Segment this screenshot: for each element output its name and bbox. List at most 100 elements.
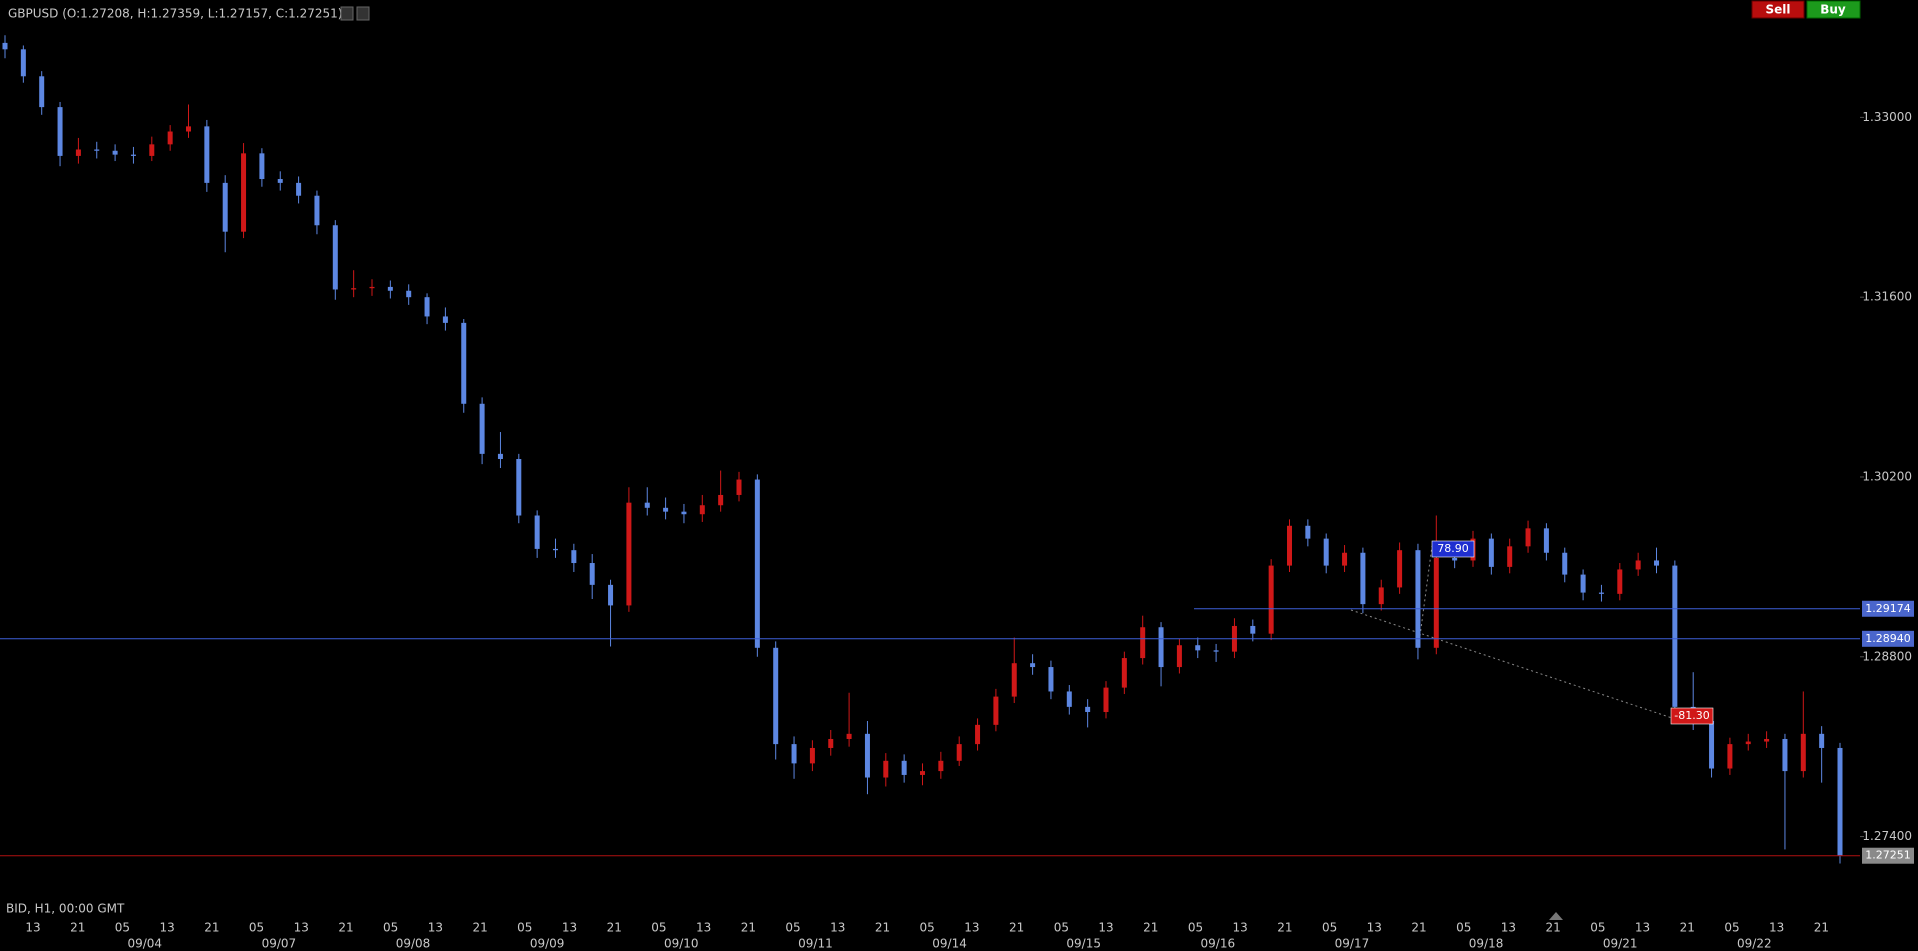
candle-body xyxy=(864,733,870,778)
candle-body xyxy=(699,505,705,515)
candle-body xyxy=(332,225,338,290)
candle-body xyxy=(424,297,430,317)
candle-body xyxy=(406,290,412,298)
annotation-bg xyxy=(1670,707,1714,725)
icon-button[interactable] xyxy=(340,6,354,21)
x-tick-label: 13 xyxy=(830,921,845,935)
candle-body xyxy=(608,584,614,606)
date-label: 09/21 xyxy=(1603,937,1638,951)
x-tick-label: 05 xyxy=(1724,921,1739,935)
sell-label[interactable]: Sell xyxy=(1765,3,1790,17)
candle-body xyxy=(920,771,925,775)
sell-button[interactable]: Sell xyxy=(1751,0,1805,19)
price-line-label: 1.28940 xyxy=(1865,632,1911,645)
candle-body xyxy=(94,149,100,151)
candle-body xyxy=(1323,538,1329,566)
x-tick-label: 05 xyxy=(383,921,398,935)
candle-body xyxy=(846,733,852,739)
candle-body xyxy=(754,479,760,648)
date-label: 09/07 xyxy=(262,937,297,951)
candle-body xyxy=(1672,565,1678,707)
buy-button-bg[interactable] xyxy=(1806,0,1861,19)
candle-body xyxy=(1782,738,1788,772)
x-tick-label: 13 xyxy=(1098,921,1113,935)
x-tick-label: 13 xyxy=(562,921,577,935)
x-tick-label: 13 xyxy=(294,921,309,935)
x-tick-label: 13 xyxy=(159,921,174,935)
candle-body xyxy=(57,107,63,156)
candle-body xyxy=(663,507,669,512)
candle-body xyxy=(1011,663,1017,697)
candle-body xyxy=(1085,706,1091,713)
x-tick-label: 21 xyxy=(472,921,487,935)
candle-body xyxy=(296,182,302,196)
sell-button-bg[interactable] xyxy=(1751,0,1805,19)
candle-body xyxy=(883,760,889,778)
x-tick-label: 13 xyxy=(25,921,40,935)
candle-body xyxy=(1342,552,1348,566)
candle-body xyxy=(1635,560,1641,570)
candle-body xyxy=(626,502,632,606)
candle-body xyxy=(1745,741,1751,745)
candle-body xyxy=(975,724,981,745)
candle-body xyxy=(828,738,834,748)
candle-body xyxy=(497,453,503,460)
candle-body xyxy=(901,760,907,775)
x-tick-label: 05 xyxy=(651,921,666,935)
x-tick-label: 05 xyxy=(920,921,935,935)
candle-body xyxy=(1525,528,1531,547)
y-tick-label: 1.27400 xyxy=(1862,829,1912,843)
candle-body xyxy=(553,548,558,551)
icon-button[interactable] xyxy=(356,6,370,21)
x-tick-label: 05 xyxy=(1590,921,1605,935)
price-line-label: 1.29174 xyxy=(1865,602,1911,615)
measure-line xyxy=(1419,545,1433,637)
candle-body xyxy=(1617,569,1623,594)
candle-body xyxy=(1709,720,1715,769)
candle-body xyxy=(644,502,650,508)
x-tick-label: 13 xyxy=(428,921,443,935)
candle-body xyxy=(1452,557,1458,561)
candle-body xyxy=(1103,687,1109,713)
candle-body xyxy=(461,322,467,404)
x-tick-label: 21 xyxy=(1009,921,1024,935)
candle-body xyxy=(442,316,448,323)
candle-body xyxy=(809,747,815,764)
x-tick-label: 05 xyxy=(1054,921,1069,935)
x-tick-label: 21 xyxy=(875,921,890,935)
candle-body xyxy=(369,286,375,289)
candle-body xyxy=(1562,552,1568,575)
x-tick-label: 21 xyxy=(1411,921,1426,935)
date-label: 09/09 xyxy=(530,937,565,951)
date-label: 09/16 xyxy=(1201,937,1236,951)
candle-body xyxy=(167,131,173,145)
scroll-marker xyxy=(1549,912,1563,920)
date-label: 09/15 xyxy=(1066,937,1101,951)
candle-body xyxy=(1066,691,1072,707)
candle-body xyxy=(1158,627,1164,668)
buy-button[interactable]: Buy xyxy=(1806,0,1861,19)
candle-body xyxy=(1360,552,1366,605)
candle-body xyxy=(277,179,283,183)
candle-body xyxy=(1837,747,1843,856)
y-tick-label: 1.33000 xyxy=(1862,110,1912,124)
candle-body xyxy=(1121,658,1127,688)
candle-body xyxy=(736,479,742,495)
x-tick-label: 05 xyxy=(785,921,800,935)
x-tick-label: 21 xyxy=(1277,921,1292,935)
x-tick-label: 13 xyxy=(1501,921,1516,935)
buy-label[interactable]: Buy xyxy=(1820,3,1846,17)
candle-body xyxy=(1488,538,1494,567)
candle-body xyxy=(1433,557,1439,648)
candle-body xyxy=(1654,560,1659,566)
candle-body xyxy=(20,49,26,77)
candle-body xyxy=(149,144,155,156)
annotation: 78.90 xyxy=(1437,542,1469,555)
candle-body xyxy=(1507,546,1513,567)
candle-body xyxy=(1287,525,1292,566)
candle-body xyxy=(993,696,999,725)
candle-body xyxy=(1580,574,1586,593)
candle-body xyxy=(314,195,320,226)
price-line-label-bg xyxy=(1862,630,1914,647)
candle-body xyxy=(1030,663,1036,668)
